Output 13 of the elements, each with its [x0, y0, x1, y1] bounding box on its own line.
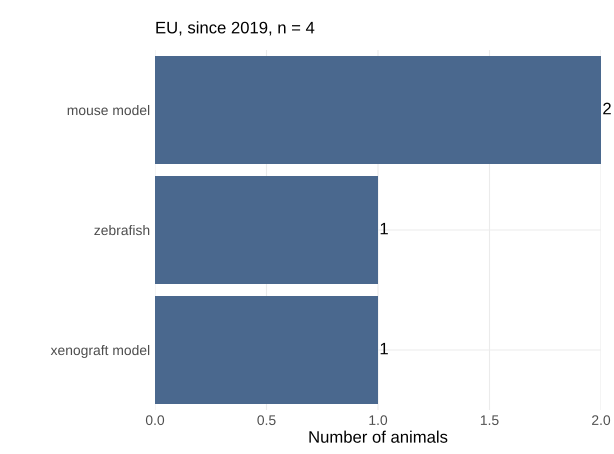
data-label: 1 [380, 222, 388, 234]
x-tick-label: 2.0 [592, 415, 610, 426]
y-tick-label: zebrafish [94, 224, 150, 236]
x-tick-label: 0.5 [257, 415, 276, 426]
x-tick-label: 1.5 [480, 415, 499, 426]
x-tick-label: 1.0 [369, 415, 388, 426]
data-label: 1 [380, 342, 388, 354]
y-tick-label: xenograft model [50, 344, 150, 358]
y-tick-label: mouse model [68, 104, 150, 116]
x-tick-label: 0.0 [146, 415, 164, 426]
x-axis-title: Number of animals [309, 430, 448, 443]
data-label: 2 [603, 102, 611, 114]
chart-title: EU, since 2019, n = 4 [156, 21, 314, 36]
